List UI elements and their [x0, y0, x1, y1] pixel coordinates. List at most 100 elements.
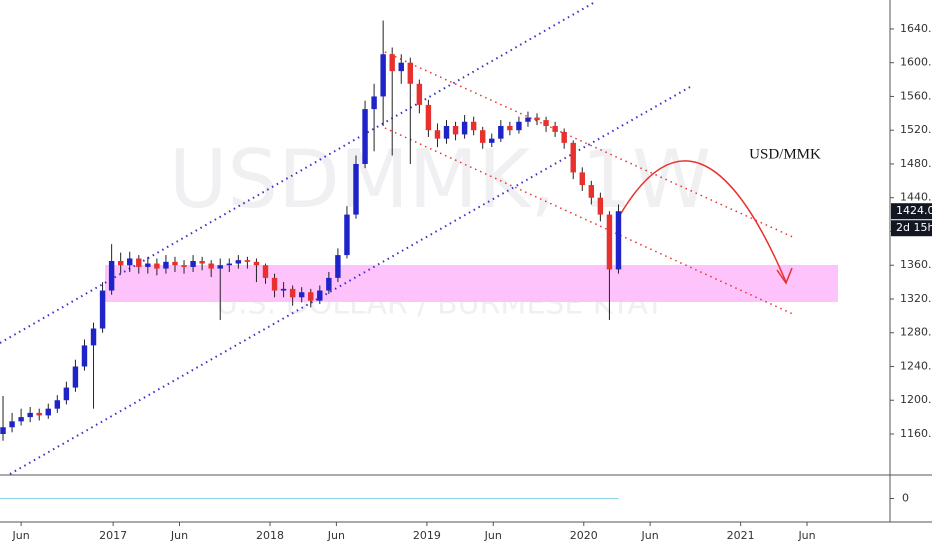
candle-body	[398, 62, 404, 72]
candle-body	[271, 277, 278, 291]
candle-body	[90, 328, 97, 346]
candle-body	[534, 117, 540, 121]
candle-body	[199, 261, 205, 264]
x-tick-label: 2019	[413, 529, 441, 542]
candle-body	[516, 121, 522, 131]
y-tick-label: 1520.0	[900, 123, 932, 136]
candle-body	[380, 54, 386, 97]
candle-body	[461, 121, 468, 135]
x-tick-label: Jun	[641, 529, 659, 542]
candle-body	[298, 292, 305, 298]
x-tick-label: 2017	[99, 529, 127, 542]
candle-body	[371, 96, 377, 110]
candle-body	[425, 104, 432, 131]
candle-body	[145, 263, 151, 267]
candle-body	[543, 120, 549, 126]
candle-body	[362, 109, 368, 164]
candle-body	[127, 258, 133, 266]
x-tick-label: Jun	[12, 529, 30, 542]
candle-body	[9, 421, 15, 428]
candle-body	[172, 261, 178, 266]
y-tick-label: 1600.0	[900, 56, 932, 69]
candle-body	[117, 261, 124, 266]
candle-body	[416, 83, 423, 105]
countdown-label: 2d 15h	[896, 221, 932, 234]
channel-line	[384, 51, 796, 239]
candle-body	[36, 412, 42, 416]
candle-body	[335, 255, 341, 278]
candle-body	[570, 142, 576, 173]
candle-body	[190, 261, 196, 267]
price-tag-label: 1424.0	[896, 204, 932, 217]
candle-body	[489, 138, 495, 143]
candle-body	[181, 265, 187, 267]
candle-body	[289, 288, 296, 298]
candle-body	[389, 54, 395, 72]
candle-body	[317, 290, 323, 301]
candle-body	[525, 117, 531, 122]
candle-body	[208, 263, 214, 269]
x-tick-label: 2018	[256, 529, 284, 542]
candle-body	[253, 261, 260, 266]
candle-body	[136, 258, 142, 267]
y-tick-label: 1160.0	[900, 427, 932, 440]
y-tick-label: 1640.0	[900, 22, 932, 35]
candle-body	[81, 345, 88, 367]
x-tick-label: Jun	[170, 529, 188, 542]
x-tick-label: Jun	[797, 529, 815, 542]
forecast-arrow	[619, 160, 787, 283]
candle-body	[99, 290, 106, 329]
candle-body	[326, 277, 332, 291]
x-tick-label: 2020	[570, 529, 598, 542]
x-tick-label: 2021	[727, 529, 755, 542]
arrow-head	[776, 267, 793, 285]
y-tick-label: 1320.0	[900, 292, 932, 305]
candle-body	[0, 427, 6, 434]
candle-body	[498, 125, 504, 139]
candle-body	[154, 263, 160, 269]
annotation: USD/MMK	[749, 146, 821, 162]
candle-body	[443, 125, 450, 139]
y-tick-label: 1440.0	[900, 191, 932, 204]
candle-body	[63, 387, 70, 401]
candle-body	[606, 214, 613, 270]
candle-body	[18, 417, 24, 422]
y-tick-label: 1360.0	[900, 258, 932, 271]
watermark: USDMMK, 1W	[169, 133, 711, 226]
candle-body	[470, 121, 477, 131]
candle-body	[45, 408, 51, 416]
candle-body	[588, 185, 595, 198]
channel-line	[9, 86, 691, 475]
countdown-box	[891, 220, 932, 237]
candle-body	[552, 125, 558, 132]
candle-body	[108, 261, 115, 291]
candle-body	[434, 130, 441, 139]
x-tick-label: Jun	[327, 529, 345, 542]
candle-body	[163, 261, 169, 269]
candle-body	[72, 366, 79, 388]
candle-body	[54, 400, 61, 409]
price-tag	[891, 203, 932, 220]
candle-body	[280, 288, 287, 291]
y-tick-label: 1280.0	[900, 326, 932, 339]
indicator-tick-label: 0	[902, 492, 909, 505]
y-tick-label: 1560.0	[900, 89, 932, 102]
y-tick-label: 1200.0	[900, 393, 932, 406]
candle-body	[308, 292, 314, 301]
candle-body	[353, 163, 359, 215]
candle-body	[579, 172, 585, 186]
candle-body	[407, 62, 414, 84]
candle-body	[479, 130, 486, 143]
y-tick-label: 1480.0	[900, 157, 932, 170]
candle-body	[615, 211, 622, 270]
candle-body	[344, 214, 350, 256]
candle-body	[262, 265, 269, 278]
candle-body	[244, 260, 251, 262]
candle-body	[452, 125, 459, 135]
y-tick-label: 1240.0	[900, 359, 932, 372]
support-zone	[105, 265, 838, 302]
candle-body	[597, 197, 604, 215]
candle-body	[235, 260, 242, 264]
candle-body	[226, 263, 233, 266]
